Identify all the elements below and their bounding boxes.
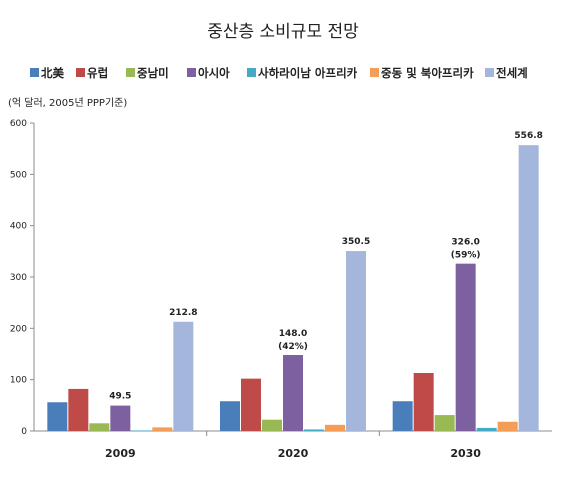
bar-2030-6 — [518, 145, 539, 431]
bar-2009-2 — [89, 423, 110, 431]
legend-label-6: 전세계 — [496, 66, 528, 80]
bar-2020-5 — [325, 424, 345, 431]
legend-swatch-6 — [485, 68, 494, 77]
bar-2020-6 — [346, 251, 366, 431]
bar-2020-4 — [304, 429, 324, 431]
data-label-4: 326.0 — [451, 238, 479, 248]
data-label-2: 148.0 — [279, 329, 307, 339]
data-label-5: 556.8 — [514, 131, 542, 141]
legend-swatch-1 — [76, 68, 85, 77]
y-tick-label-2: 200 — [10, 324, 27, 334]
data-label-3: 350.5 — [342, 237, 370, 247]
data-label-share-4: (59%) — [451, 251, 481, 261]
bar-2020-0 — [220, 401, 240, 431]
x-category-label-0: 2009 — [105, 447, 136, 460]
data-labels: 49.5 212.8 148.0 (42%) 350.5 326.0 (59%) 556.8 — [109, 131, 543, 401]
unit-label: (억 달러, 2005년 PPP기준) — [8, 97, 127, 109]
bar-2030-1 — [413, 372, 434, 431]
bar-2030-4 — [476, 427, 497, 431]
bar-2009-6 — [173, 321, 194, 431]
bar-2030-0 — [392, 401, 413, 431]
bar-2030-3 — [455, 263, 476, 431]
legend-label-1: 유럽 — [87, 66, 108, 80]
data-label-0: 49.5 — [109, 392, 131, 402]
y-tick-label-3: 300 — [10, 273, 27, 283]
bar-2020-1 — [241, 378, 261, 431]
legend-swatch-2 — [126, 68, 135, 77]
legend-swatch-4 — [247, 68, 256, 77]
x-category-label-1: 2020 — [278, 447, 309, 460]
legend-swatch-0 — [30, 68, 39, 77]
legend-label-3: 아시아 — [198, 66, 230, 80]
bars — [47, 145, 539, 431]
y-tick-label-6: 600 — [10, 119, 27, 129]
y-tick-label-5: 500 — [10, 170, 27, 180]
bar-2030-5 — [497, 421, 518, 431]
legend-label-4: 사하라이남 아프리카 — [258, 66, 358, 80]
bar-2020-3 — [283, 355, 303, 431]
y-tick-label-4: 400 — [10, 222, 27, 232]
legend-label-5: 중동 및 북아프리카 — [381, 66, 474, 80]
data-label-1: 212.8 — [169, 308, 197, 318]
bar-2009-0 — [47, 402, 68, 431]
bar-2009-4 — [131, 430, 152, 431]
x-category-label-2: 2030 — [450, 447, 481, 460]
legend-label-2: 중남미 — [137, 66, 169, 80]
chart-title: 중산층 소비규모 전망 — [207, 22, 359, 42]
legend-label-0: 北美 — [41, 66, 64, 80]
bar-2009-1 — [68, 388, 89, 431]
y-tick-label-0: 0 — [21, 427, 27, 437]
legend-swatch-5 — [370, 68, 379, 77]
bar-2020-2 — [262, 419, 282, 431]
bar-2009-3 — [110, 405, 131, 431]
data-label-share-2: (42%) — [278, 342, 308, 352]
legend-swatch-3 — [187, 68, 196, 77]
bar-2030-2 — [434, 415, 455, 431]
legend: 北美 유럽 중남미 아시아 사하라이남 아프리카 중동 및 북아프리카 전세계 — [30, 66, 528, 80]
bar-2009-5 — [152, 427, 173, 431]
y-tick-label-1: 100 — [10, 376, 27, 386]
